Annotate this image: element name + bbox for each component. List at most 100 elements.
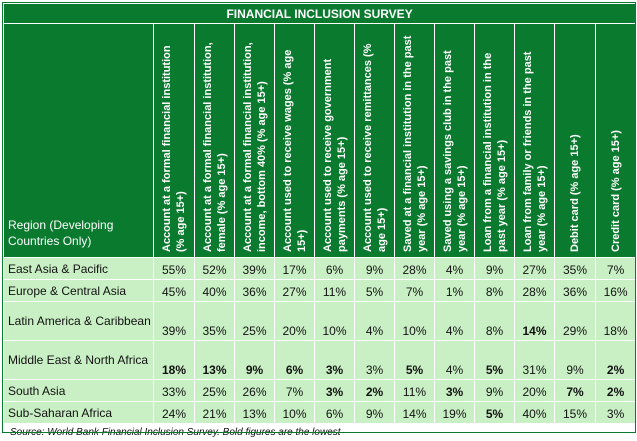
region-cell: Sub-Saharan Africa — [3, 401, 154, 424]
source-note: Source: World Bank Financial Inclusion S… — [2, 423, 637, 441]
column-header: Account at a formal financial institutio… — [194, 23, 235, 258]
column-header: Saved using a savings club in the past y… — [434, 23, 475, 258]
value-cell: 39% — [153, 301, 195, 341]
table-row: Middle East & North Africa 18% 13% 9% 6%… — [3, 340, 637, 380]
value-cell: 4% — [434, 257, 475, 280]
value-cell: 3% — [354, 340, 395, 380]
value-cell: 19% — [434, 401, 475, 424]
table-row: South Asia 33% 25% 26% 7% 3% 2% 11% 3% 9… — [3, 379, 637, 402]
column-header: Account used to receive wages (% age 15+… — [274, 23, 315, 258]
value-cell: 52% — [194, 257, 235, 280]
value-cell: 26% — [234, 379, 275, 402]
value-cell: 29% — [554, 301, 596, 341]
value-cell: 7% — [594, 257, 637, 280]
value-cell: 5% — [394, 340, 435, 380]
value-cell: 27% — [514, 257, 555, 280]
region-cell: Latin America & Caribbean — [3, 301, 154, 341]
value-cell: 20% — [274, 301, 315, 341]
value-cell: 6% — [314, 401, 355, 424]
value-cell: 14% — [394, 401, 435, 424]
value-cell: 4% — [434, 340, 475, 380]
region-cell: Middle East & North Africa — [3, 340, 154, 380]
value-cell: 35% — [554, 257, 596, 280]
value-cell: 18% — [594, 301, 637, 341]
value-cell: 9% — [354, 401, 395, 424]
value-cell: 4% — [354, 301, 395, 341]
value-cell: 9% — [474, 257, 515, 280]
value-cell: 27% — [274, 279, 315, 302]
value-cell: 2% — [594, 340, 637, 380]
column-header: Account used to receive remittances (% a… — [354, 23, 395, 258]
value-cell: 15% — [554, 401, 596, 424]
column-header: Saved at a financial institution in the … — [394, 23, 435, 258]
value-cell: 45% — [153, 279, 195, 302]
value-cell: 10% — [314, 301, 355, 341]
table-row: Latin America & Caribbean 39% 35% 25% 20… — [3, 301, 637, 341]
financial-inclusion-table: FINANCIAL INCLUSION SURVEY Region (Devel… — [2, 3, 637, 441]
value-cell: 6% — [274, 340, 315, 380]
value-cell: 5% — [474, 340, 515, 380]
value-cell: 5% — [474, 401, 515, 424]
value-cell: 21% — [194, 401, 235, 424]
value-cell: 17% — [274, 257, 315, 280]
value-cell: 3% — [314, 379, 355, 402]
value-cell: 8% — [474, 279, 515, 302]
region-cell: South Asia — [3, 379, 154, 402]
column-header: Account used to receive government payme… — [314, 23, 355, 258]
value-cell: 10% — [394, 301, 435, 341]
value-cell: 36% — [554, 279, 596, 302]
value-cell: 11% — [394, 379, 435, 402]
value-cell: 16% — [594, 279, 637, 302]
value-cell: 40% — [194, 279, 235, 302]
value-cell: 8% — [474, 301, 515, 341]
value-cell: 10% — [274, 401, 315, 424]
table-row: East Asia & Pacific 55% 52% 39% 17% 6% 9… — [3, 257, 637, 280]
value-cell: 7% — [394, 279, 435, 302]
column-header-row: Region (Developing Countries Only) Accou… — [3, 23, 637, 258]
value-cell: 28% — [394, 257, 435, 280]
value-cell: 11% — [314, 279, 355, 302]
column-header: Debit card (% age 15+) — [554, 23, 596, 258]
value-cell: 6% — [314, 257, 355, 280]
value-cell: 3% — [594, 401, 637, 424]
table-row: Europe & Central Asia 45% 40% 36% 27% 11… — [3, 279, 637, 302]
region-cell: Europe & Central Asia — [3, 279, 154, 302]
value-cell: 9% — [234, 340, 275, 380]
value-cell: 33% — [153, 379, 195, 402]
value-cell: 28% — [514, 279, 555, 302]
value-cell: 13% — [234, 401, 275, 424]
value-cell: 25% — [234, 301, 275, 341]
region-cell: East Asia & Pacific — [3, 257, 154, 280]
value-cell: 1% — [434, 279, 475, 302]
value-cell: 9% — [354, 257, 395, 280]
value-cell: 40% — [514, 401, 555, 424]
value-cell: 18% — [153, 340, 195, 380]
value-cell: 55% — [153, 257, 195, 280]
value-cell: 4% — [434, 301, 475, 341]
value-cell: 9% — [474, 379, 515, 402]
table-row: Sub-Saharan Africa 24% 21% 13% 10% 6% 9%… — [3, 401, 637, 424]
value-cell: 39% — [234, 257, 275, 280]
column-header: Account at a formal financial institutio… — [234, 23, 275, 258]
value-cell: 25% — [194, 379, 235, 402]
column-header: Loan from family or friends in the past … — [514, 23, 555, 258]
value-cell: 36% — [234, 279, 275, 302]
value-cell: 7% — [554, 379, 596, 402]
region-column-header: Region (Developing Countries Only) — [3, 23, 154, 258]
value-cell: 24% — [153, 401, 195, 424]
value-cell: 14% — [514, 301, 555, 341]
column-header: Account at a formal financial institutio… — [153, 23, 195, 258]
value-cell: 3% — [434, 379, 475, 402]
value-cell: 20% — [514, 379, 555, 402]
value-cell: 5% — [354, 279, 395, 302]
value-cell: 13% — [194, 340, 235, 380]
column-header: Loan from a financial institution in the… — [474, 23, 515, 258]
value-cell: 35% — [194, 301, 235, 341]
column-header: Credit card (% age 15+) — [594, 23, 637, 258]
value-cell: 2% — [354, 379, 395, 402]
value-cell: 3% — [314, 340, 355, 380]
value-cell: 7% — [274, 379, 315, 402]
value-cell: 31% — [514, 340, 555, 380]
value-cell: 9% — [554, 340, 596, 380]
